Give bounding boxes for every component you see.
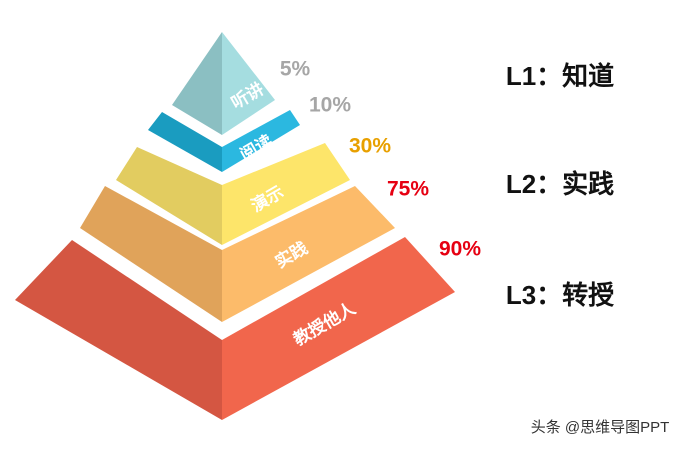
pyramid-face-right <box>222 32 275 135</box>
pyramid-face-left <box>15 240 222 420</box>
level-percent: 5% <box>280 58 311 81</box>
level-percent: 30% <box>349 135 391 158</box>
pyramid-face-left <box>172 32 222 135</box>
pyramid-face-left <box>80 186 222 322</box>
level-percent: 75% <box>387 178 429 201</box>
level-percent: 90% <box>439 238 481 261</box>
stage-label: L2：实践 <box>506 169 614 199</box>
pyramid-face-right <box>222 237 455 420</box>
stage-label: L1：知道 <box>506 61 614 91</box>
pyramid-face-right <box>222 143 350 245</box>
stage-label: L3：转授 <box>506 280 615 310</box>
watermark: 头条 @思维导图PPT <box>531 419 670 436</box>
pyramid-face-left <box>148 112 222 172</box>
pyramid-face-left <box>116 147 222 245</box>
pyramid-face-right <box>222 110 300 172</box>
pyramid-face-right <box>222 186 395 322</box>
level-percent: 10% <box>309 94 351 117</box>
